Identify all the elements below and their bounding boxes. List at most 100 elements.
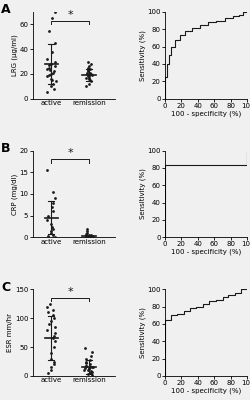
Point — [88, 77, 92, 83]
Point — [53, 324, 57, 330]
Point — [83, 345, 87, 352]
Point — [51, 189, 55, 195]
Point — [50, 48, 54, 55]
Point — [48, 367, 52, 374]
Point — [91, 234, 95, 240]
Point — [86, 73, 90, 80]
Point — [50, 204, 54, 210]
Point — [85, 226, 89, 232]
Point — [50, 15, 54, 21]
Point — [84, 74, 88, 81]
Point — [49, 364, 53, 370]
Point — [46, 370, 50, 376]
Y-axis label: LRG (μg/ml): LRG (μg/ml) — [12, 34, 18, 76]
Point — [54, 78, 58, 84]
Point — [84, 234, 88, 240]
Point — [52, 315, 56, 322]
Y-axis label: ESR mm/hr: ESR mm/hr — [8, 313, 14, 352]
Point — [47, 321, 51, 327]
Point — [48, 67, 52, 73]
Y-axis label: Sensitivity (%): Sensitivity (%) — [139, 307, 146, 358]
Point — [53, 234, 57, 240]
Point — [90, 233, 94, 240]
X-axis label: 100 - specificity (%): 100 - specificity (%) — [171, 388, 241, 394]
Point — [46, 212, 50, 219]
Point — [87, 74, 91, 81]
Point — [51, 200, 55, 206]
Y-axis label: Sensitivity (%): Sensitivity (%) — [139, 168, 146, 220]
Point — [85, 234, 89, 240]
Point — [88, 361, 92, 368]
Point — [49, 318, 53, 324]
Point — [47, 27, 51, 34]
Point — [86, 230, 89, 236]
Point — [86, 371, 90, 378]
Point — [88, 234, 92, 240]
Point — [90, 369, 94, 375]
Point — [84, 356, 88, 362]
Point — [45, 326, 49, 333]
Point — [90, 372, 94, 378]
Point — [89, 78, 93, 84]
Point — [85, 70, 89, 76]
Text: *: * — [67, 287, 73, 297]
Text: *: * — [67, 10, 73, 20]
Point — [84, 233, 87, 239]
Point — [90, 72, 94, 78]
Point — [46, 233, 50, 240]
X-axis label: 100 - specificity (%): 100 - specificity (%) — [171, 249, 241, 255]
Y-axis label: Sensitivity (%): Sensitivity (%) — [139, 30, 146, 81]
Point — [85, 71, 89, 77]
Point — [86, 63, 90, 70]
Text: B: B — [1, 142, 11, 155]
Point — [54, 195, 58, 202]
Point — [83, 365, 87, 372]
Point — [45, 217, 49, 223]
Point — [87, 81, 91, 87]
Point — [52, 232, 56, 238]
Point — [46, 66, 50, 72]
Point — [50, 77, 54, 83]
Point — [53, 338, 57, 344]
Point — [48, 64, 52, 71]
Point — [86, 67, 89, 73]
Point — [46, 304, 50, 310]
Point — [86, 232, 90, 239]
Point — [88, 70, 92, 76]
Point — [86, 72, 90, 78]
Point — [45, 167, 49, 173]
Point — [49, 228, 53, 234]
Point — [48, 230, 52, 236]
Point — [50, 223, 54, 230]
Point — [89, 232, 93, 238]
Point — [51, 81, 55, 87]
Point — [87, 365, 91, 371]
Point — [51, 70, 55, 76]
Point — [89, 61, 93, 67]
Point — [88, 370, 92, 376]
Point — [52, 361, 56, 368]
Point — [86, 367, 90, 374]
Point — [47, 62, 51, 68]
Point — [51, 335, 55, 342]
Point — [90, 348, 94, 355]
Point — [82, 367, 86, 374]
Point — [52, 86, 56, 92]
Point — [49, 71, 53, 77]
Point — [52, 332, 56, 339]
Point — [53, 63, 57, 70]
Point — [86, 58, 90, 65]
Text: C: C — [1, 281, 10, 294]
Point — [49, 76, 53, 82]
Point — [84, 363, 87, 369]
Point — [53, 40, 57, 46]
Point — [86, 68, 90, 75]
Point — [86, 64, 90, 71]
Point — [49, 61, 53, 67]
Point — [89, 71, 93, 77]
Point — [89, 368, 93, 374]
Point — [45, 56, 49, 62]
Point — [90, 364, 94, 370]
Point — [46, 89, 50, 96]
Point — [90, 352, 94, 359]
